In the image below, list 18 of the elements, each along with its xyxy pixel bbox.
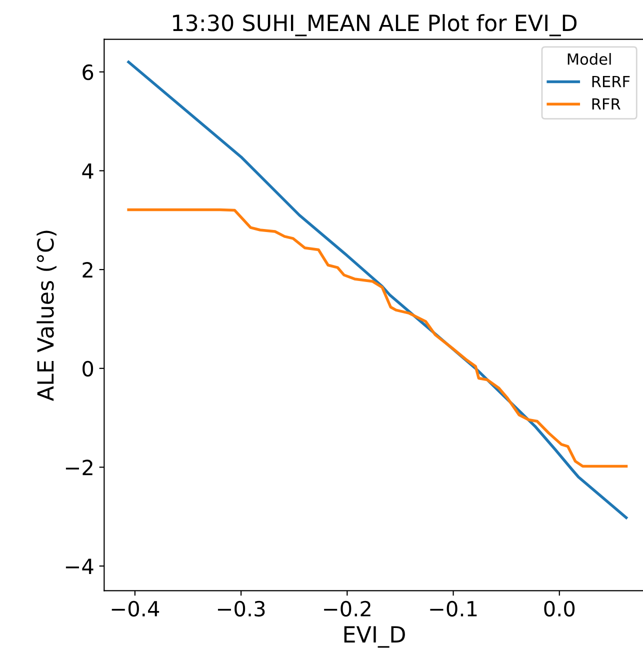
x-tick-label: −0.2	[324, 600, 370, 617]
y-tick-label: 4	[82, 163, 94, 179]
legend-label: RERF	[592, 76, 630, 88]
y-tick-label: 2	[82, 262, 92, 278]
y-tick-label: 6	[82, 64, 94, 80]
y-tick-label: −4	[66, 558, 94, 574]
line-series	[127, 208, 628, 468]
x-tick-label: 0.0	[544, 600, 575, 617]
y-axis-title: ALE Values (°C)	[36, 230, 56, 402]
x-tick-label: −0.4	[112, 600, 160, 617]
x-tick-label: −0.1	[430, 600, 477, 617]
chart-title: 13:30 SUHI_MEAN ALE Plot for EVI_D	[173, 14, 577, 36]
x-tick-label: −0.3	[218, 600, 265, 617]
legend-label: RFR	[592, 98, 620, 110]
y-tick-label: 0	[82, 360, 94, 377]
x-axis-title: EVI_D	[344, 626, 405, 648]
y-tick-label: −2	[66, 460, 92, 476]
legend-title: Model	[568, 53, 611, 65]
